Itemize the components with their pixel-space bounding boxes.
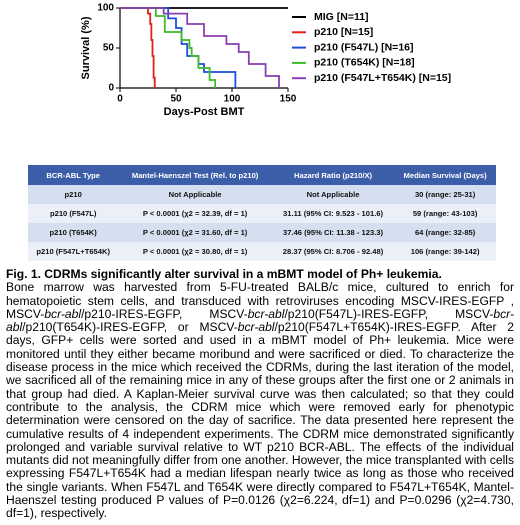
column-header: Median Survival (Days) <box>394 165 496 185</box>
table-cell: 64 (range: 32-85) <box>394 223 496 242</box>
survival-curve <box>120 7 156 88</box>
table-row: p210 (F547L) P < 0.0001 (χ2 = 32.39, df =… <box>28 204 496 223</box>
table-cell: P < 0.0001 (χ2 = 30.80, df = 1) <box>118 242 272 261</box>
column-header: Mantel-Haenszel Test (Rel. to p210) <box>118 165 272 185</box>
table-cell: p210 (F547L+T654K) <box>28 242 119 261</box>
x-tick-label: 150 <box>280 94 297 105</box>
table-cell: p210 (T654K) <box>28 223 119 242</box>
caption-title: Fig. 1. CDRMs significantly alter surviv… <box>6 267 442 281</box>
table-cell: p210 <box>28 185 119 204</box>
legend-label: p210 (F547L) [N=16] <box>314 41 414 53</box>
legend-label: p210 (T654K) [N=18] <box>314 57 415 69</box>
caption-text: bcr-abl <box>6 306 515 335</box>
survival-curve <box>120 7 280 88</box>
table-row: p210 (T654K) P < 0.0001 (χ2 = 31.60, df =… <box>28 223 496 242</box>
caption-text: bcr-abl <box>237 320 275 335</box>
legend-label: MIG [N=11] <box>314 11 369 23</box>
table-cell: Not Applicable <box>271 185 395 204</box>
y-tick-label: 50 <box>103 43 115 54</box>
table-row: p210 Not Applicable Not Applicable 30 (rang… <box>28 185 496 204</box>
table-cell: Not Applicable <box>118 185 272 204</box>
caption-text: /p210(F547L)-IRES-EGFP, MSCV- <box>284 306 494 321</box>
column-header: Hazard Ratio (p210/X) <box>271 165 395 185</box>
x-tick-label: 0 <box>117 94 123 105</box>
results-table: BCR-ABL Type Mantel-Haenszel Test (Rel. t… <box>28 165 496 261</box>
table-cell: 31.11 (95% CI: 9.523 - 101.6) <box>271 204 395 223</box>
table-cell: 28.37 (95% CI: 8.706 - 92.48) <box>271 242 395 261</box>
table-cell: 37.46 (95% CI: 11.38 - 123.3) <box>271 223 395 242</box>
table-cell: P < 0.0001 (χ2 = 32.39, df = 1) <box>118 204 272 223</box>
table-cell: 59 (range: 43-103) <box>394 204 496 223</box>
caption-text: /p210-IRES-EGFP, MSCV- <box>81 306 248 321</box>
x-tick-label: 100 <box>224 94 241 105</box>
table-cell: p210 (F547L) <box>28 204 119 223</box>
table-row: p210 (F547L+T654K) P < 0.0001 (χ2 = 30.80… <box>28 242 496 261</box>
survival-curve <box>120 7 237 88</box>
survival-curve <box>120 7 217 88</box>
x-tick-label: 50 <box>170 94 182 105</box>
caption-text: bcr-abl <box>44 306 82 321</box>
legend-label: p210 (F547L+T654K) [N=15] <box>314 72 451 84</box>
table-header: BCR-ABL Type Mantel-Haenszel Test (Rel. t… <box>28 165 496 185</box>
x-axis-label: Days-Post BMT <box>164 106 245 118</box>
caption-text: /p210(F547L+T654K)-IRES-EGFP. After 2 da… <box>6 320 514 521</box>
y-tick-label: 0 <box>108 83 114 94</box>
caption-text: bcr-abl <box>247 306 285 321</box>
column-header: BCR-ABL Type <box>28 165 119 185</box>
caption-body: Bone marrow was harvested from 5-FU-trea… <box>6 280 514 520</box>
caption-text: /p210(T654K)-IRES-EGFP, or MSCV- <box>22 320 238 335</box>
y-tick-label: 100 <box>97 3 114 14</box>
table-cell: 106 (range: 39-142) <box>394 242 496 261</box>
table-cell: 30 (range: 25-31) <box>394 185 496 204</box>
survival-chart: Survival (%) Days-Post BMT 0 50 100 0 50 100 1… <box>80 3 451 118</box>
table-cell: P < 0.0001 (χ2 = 31.60, df = 1) <box>118 223 272 242</box>
caption-text: Bone marrow was harvested from 5-FU-trea… <box>6 280 514 321</box>
y-axis-label: Survival (%) <box>80 16 92 79</box>
legend-label: p210 [N=15] <box>314 26 373 38</box>
figure-caption: Fig. 1. CDRMs significantly alter surviv… <box>6 267 514 521</box>
